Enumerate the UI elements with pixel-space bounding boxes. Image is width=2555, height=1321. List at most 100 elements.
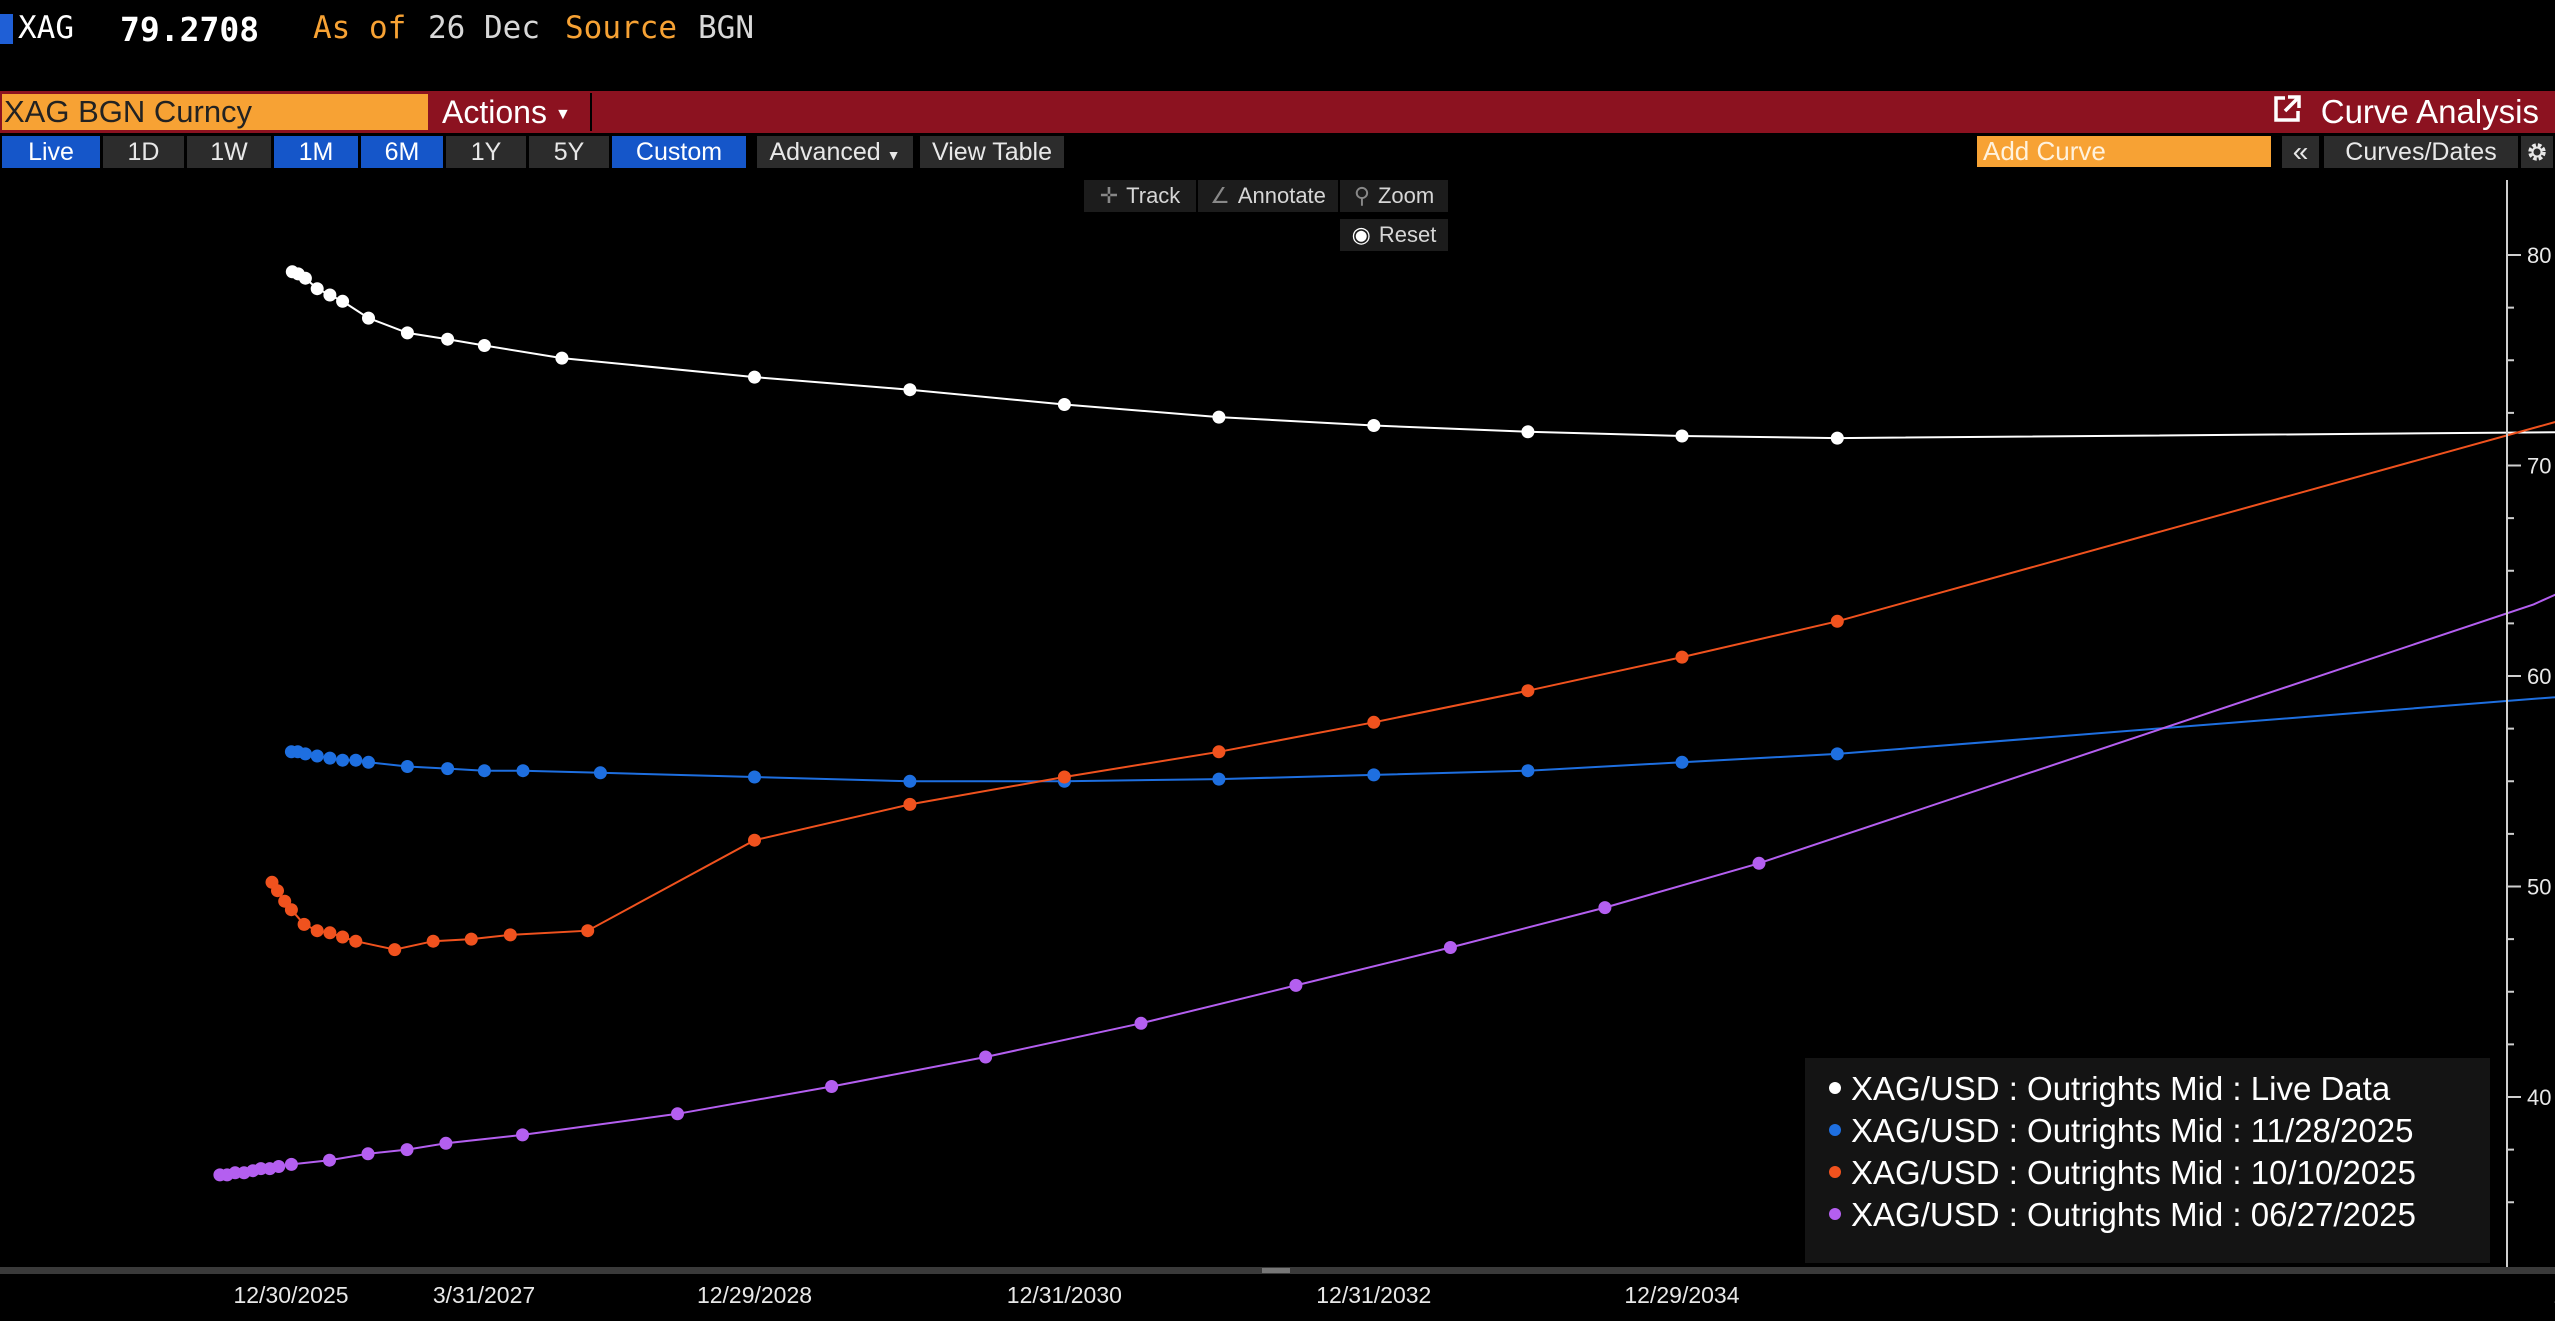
data-point[interactable]	[1212, 745, 1226, 759]
data-point[interactable]	[310, 282, 324, 296]
data-point[interactable]	[272, 1160, 286, 1173]
data-point[interactable]	[477, 764, 491, 778]
data-point[interactable]	[400, 760, 414, 773]
data-point[interactable]	[477, 339, 491, 352]
data-point[interactable]	[1367, 715, 1381, 729]
data-point[interactable]	[1367, 768, 1381, 782]
data-point[interactable]	[323, 926, 337, 940]
view-table-button[interactable]: View Table	[920, 136, 1064, 168]
data-point[interactable]	[400, 326, 414, 340]
data-point[interactable]	[441, 332, 455, 346]
legend-item[interactable]: XAG/USD : Outrights Mid : Live Data	[1829, 1070, 2390, 1108]
data-point[interactable]	[336, 294, 350, 308]
data-point[interactable]	[748, 833, 761, 847]
data-point[interactable]	[362, 311, 375, 325]
data-point[interactable]	[441, 762, 455, 776]
range-live-button[interactable]: Live	[2, 136, 100, 168]
data-point[interactable]	[310, 749, 324, 763]
data-point[interactable]	[284, 1157, 298, 1171]
data-point[interactable]	[555, 351, 569, 365]
collapse-icon[interactable]: «	[2282, 136, 2319, 168]
data-point[interactable]	[1289, 978, 1303, 992]
data-point[interactable]	[426, 934, 440, 948]
zoom-button[interactable]: ⚲ Zoom	[1340, 180, 1448, 212]
data-point[interactable]	[1675, 650, 1689, 664]
external-link-icon[interactable]	[2271, 93, 2303, 135]
annotate-button[interactable]: ∠ Annotate	[1198, 180, 1338, 212]
data-point[interactable]	[1752, 856, 1766, 870]
data-point[interactable]	[1057, 770, 1071, 784]
data-point[interactable]	[310, 924, 324, 938]
legend-item[interactable]: XAG/USD : Outrights Mid : 11/28/2025	[1829, 1112, 2413, 1150]
actions-menu[interactable]: Actions ▼	[432, 91, 581, 133]
data-point[interactable]	[1134, 1016, 1148, 1030]
data-point[interactable]	[903, 797, 917, 811]
range-6m-button[interactable]: 6M	[361, 136, 443, 168]
data-point[interactable]	[323, 751, 337, 765]
data-point[interactable]	[361, 1147, 375, 1161]
data-point[interactable]	[1212, 410, 1226, 424]
data-point[interactable]	[903, 383, 917, 397]
data-point[interactable]	[439, 1136, 453, 1150]
data-point[interactable]	[298, 747, 312, 761]
range-1w-button[interactable]: 1W	[187, 136, 271, 168]
data-point[interactable]	[323, 1153, 336, 1167]
data-point[interactable]	[748, 770, 761, 784]
track-button[interactable]: ✛ Track	[1084, 180, 1196, 212]
data-point[interactable]	[400, 1143, 414, 1157]
legend-item[interactable]: XAG/USD : Outrights Mid : 06/27/2025	[1829, 1196, 2416, 1234]
data-point[interactable]	[388, 943, 402, 957]
data-point[interactable]	[903, 774, 917, 788]
data-point[interactable]	[979, 1050, 993, 1064]
data-point[interactable]	[581, 924, 595, 938]
range-1m-button[interactable]: 1M	[274, 136, 358, 168]
range-5y-button[interactable]: 5Y	[529, 136, 609, 168]
range-1d-button[interactable]: 1D	[103, 136, 184, 168]
data-point[interactable]	[1675, 429, 1689, 443]
data-point[interactable]	[1057, 398, 1071, 411]
x-scrollbar-thumb[interactable]	[1262, 1268, 1290, 1273]
data-point[interactable]	[1521, 764, 1535, 778]
range-1y-button[interactable]: 1Y	[446, 136, 526, 168]
data-point[interactable]	[336, 930, 350, 944]
curves-dates-button[interactable]: Curves/Dates	[2324, 136, 2518, 168]
data-point[interactable]	[254, 1162, 268, 1176]
data-point[interactable]	[825, 1080, 839, 1093]
data-point[interactable]	[228, 1166, 242, 1180]
data-point[interactable]	[336, 753, 350, 767]
reset-button[interactable]: ◉ Reset	[1340, 219, 1448, 251]
data-point[interactable]	[1521, 684, 1535, 698]
advanced-menu[interactable]: Advanced ▼	[757, 136, 913, 168]
security-input[interactable]: XAG BGN Curncy	[2, 94, 428, 130]
legend-label: XAG/USD : Outrights Mid : Live Data	[1851, 1070, 2391, 1107]
data-point[interactable]	[1443, 941, 1457, 954]
data-point[interactable]	[1830, 614, 1844, 628]
data-point[interactable]	[503, 928, 517, 942]
data-point[interactable]	[1830, 431, 1844, 445]
data-point[interactable]	[748, 370, 761, 384]
data-point[interactable]	[516, 764, 530, 778]
data-point[interactable]	[593, 766, 607, 780]
data-point[interactable]	[362, 755, 375, 769]
range-custom-button[interactable]: Custom	[612, 136, 746, 168]
data-point[interactable]	[1598, 901, 1612, 915]
data-point[interactable]	[464, 932, 478, 946]
legend-item[interactable]: XAG/USD : Outrights Mid : 10/10/2025	[1829, 1154, 2416, 1192]
data-point[interactable]	[271, 884, 284, 898]
data-point[interactable]	[284, 903, 298, 917]
data-point[interactable]	[297, 917, 311, 931]
data-point[interactable]	[1367, 419, 1381, 432]
data-point[interactable]	[671, 1107, 684, 1121]
data-point[interactable]	[1675, 755, 1689, 769]
data-point[interactable]	[349, 753, 363, 767]
data-point[interactable]	[1521, 425, 1535, 439]
data-point[interactable]	[1830, 747, 1844, 761]
add-curve-input[interactable]: Add Curve	[1977, 136, 2271, 167]
gear-icon[interactable]	[2521, 136, 2553, 168]
data-point[interactable]	[516, 1128, 529, 1142]
data-point[interactable]	[349, 934, 363, 948]
data-point[interactable]	[323, 288, 337, 302]
data-point[interactable]	[1212, 772, 1226, 786]
data-point[interactable]	[298, 271, 312, 285]
